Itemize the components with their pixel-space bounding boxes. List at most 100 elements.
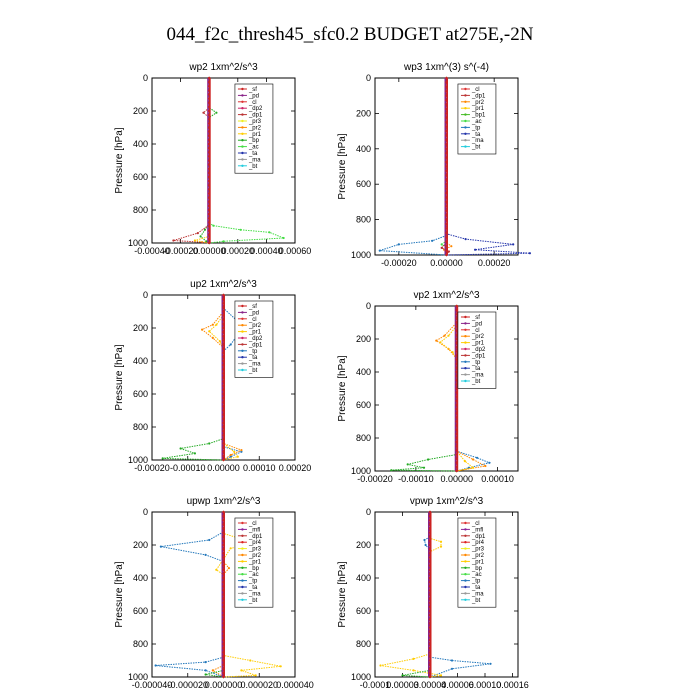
y-tick-label: 200: [356, 540, 371, 550]
series-point: [512, 243, 515, 246]
legend-marker: [464, 553, 467, 557]
legend-marker: [241, 356, 244, 359]
series-point: [240, 669, 243, 672]
zero-line-point: [445, 183, 448, 186]
legend-label: _tp: [248, 349, 258, 355]
zero-line-point: [222, 659, 225, 662]
zero-line-point: [428, 622, 432, 625]
series-line-pr2: [201, 295, 243, 461]
legend-label: _dp1: [471, 534, 486, 540]
series-point: [199, 235, 202, 238]
y-axis-label: Pressure [hPa]: [114, 344, 125, 410]
zero-line-point: [445, 143, 448, 146]
zero-line-point: [222, 552, 225, 555]
zero-line-point: [222, 642, 225, 646]
zero-line-point: [222, 564, 225, 567]
zero-line-point: [428, 638, 432, 642]
series-point: [212, 224, 215, 227]
x-tick-label: -0.00020: [381, 258, 417, 268]
series-point: [204, 673, 207, 676]
zero-line-point: [445, 156, 448, 159]
zero-line-point: [222, 413, 225, 416]
zero-line-point: [208, 101, 211, 105]
zero-line-point: [455, 420, 458, 423]
zero-line-point: [208, 212, 211, 216]
zero-line-point: [222, 434, 225, 437]
y-tick-label: 800: [133, 639, 148, 649]
series-point: [435, 339, 438, 342]
zero-line-point: [428, 564, 432, 567]
legend-marker: [241, 94, 244, 97]
zero-line-point: [428, 531, 432, 534]
legend-marker: [464, 585, 467, 589]
zero-line-point: [222, 417, 225, 420]
x-tick-label: 0.00016: [496, 680, 529, 690]
zero-line-point: [222, 302, 225, 305]
zero-line-point: [445, 129, 448, 133]
legend-label: _ma: [471, 373, 484, 379]
zero-line-point: [208, 105, 211, 109]
legend-marker: [241, 100, 244, 104]
series-point: [179, 447, 182, 450]
zero-line-point: [222, 314, 225, 317]
zero-line-point: [208, 200, 211, 203]
x-tick-label: -0.00020: [134, 463, 170, 473]
legend-label: _bp: [248, 138, 260, 144]
legend-label: _ma: [248, 591, 261, 597]
series-point: [208, 538, 211, 542]
legend-marker: [464, 87, 467, 91]
x-tick-label: 0.00040: [250, 246, 283, 256]
zero-line-point: [222, 330, 225, 334]
panel-3: up2 1xm^2/s^3 Pressure [hPa] 0 200 400 600 800…: [114, 279, 311, 473]
zero-line-point: [208, 146, 211, 150]
legend-marker: [241, 547, 244, 550]
legend-marker: [241, 368, 244, 372]
y-axis-label: Pressure [hPa]: [337, 355, 348, 421]
zero-line-point: [455, 362, 458, 365]
legend-marker: [241, 560, 244, 563]
panel-title: up2 1xm^2/s^3: [190, 279, 257, 290]
legend-label: _dp2: [248, 106, 263, 112]
legend-marker: [464, 126, 467, 129]
x-tick-label: -0.00040: [134, 246, 170, 256]
zero-line-point: [222, 527, 225, 530]
zero-line-point: [445, 236, 448, 239]
series-point: [412, 669, 415, 672]
zero-line-point: [445, 85, 448, 89]
legend-label: _tp: [471, 125, 481, 131]
y-tick-label: 400: [356, 573, 371, 583]
zero-line-point: [222, 405, 225, 408]
series-point: [474, 248, 477, 251]
legend-label: _bt: [248, 598, 258, 604]
y-axis-label: Pressure [hPa]: [114, 561, 125, 627]
panel-title: vp2 1xm^2/s^3: [413, 290, 480, 301]
legend-label: _bt: [248, 164, 258, 170]
zero-line-point: [428, 667, 432, 670]
y-tick-label: 600: [356, 400, 371, 410]
zero-line-point: [222, 535, 225, 538]
zero-line-point: [222, 388, 225, 392]
series-point: [201, 328, 204, 331]
zero-line-point: [222, 663, 225, 666]
legend-marker: [241, 528, 244, 531]
legend-marker: [464, 598, 467, 601]
zero-line-point: [222, 409, 225, 412]
zero-line-point: [208, 130, 211, 133]
zero-line-point: [445, 187, 448, 190]
panel-1: wp2 1xm^2/s^3 Pressure [hPa] 0 200 400 600 800…: [114, 62, 311, 256]
zero-line-point: [455, 317, 458, 320]
series-point: [439, 545, 443, 548]
legend-marker: [464, 547, 467, 550]
zero-line-point: [428, 609, 432, 613]
legend-marker: [464, 94, 467, 97]
zero-line-point: [428, 556, 432, 559]
series-point: [484, 464, 487, 468]
y-tick-label: 200: [133, 323, 148, 333]
zero-line-point: [445, 249, 448, 252]
plot-frame: [151, 77, 296, 244]
x-tick-label: 0.00000: [207, 463, 240, 473]
panels: wp2 1xm^2/s^3 Pressure [hPa] 0 200 400 600 800…: [114, 62, 532, 690]
panel-4: vp2 1xm^2/s^3 Pressure [hPa] 0 200 400 600 800…: [337, 290, 519, 484]
zero-line-point: [222, 572, 225, 576]
legend-label: _pr2: [471, 100, 485, 106]
